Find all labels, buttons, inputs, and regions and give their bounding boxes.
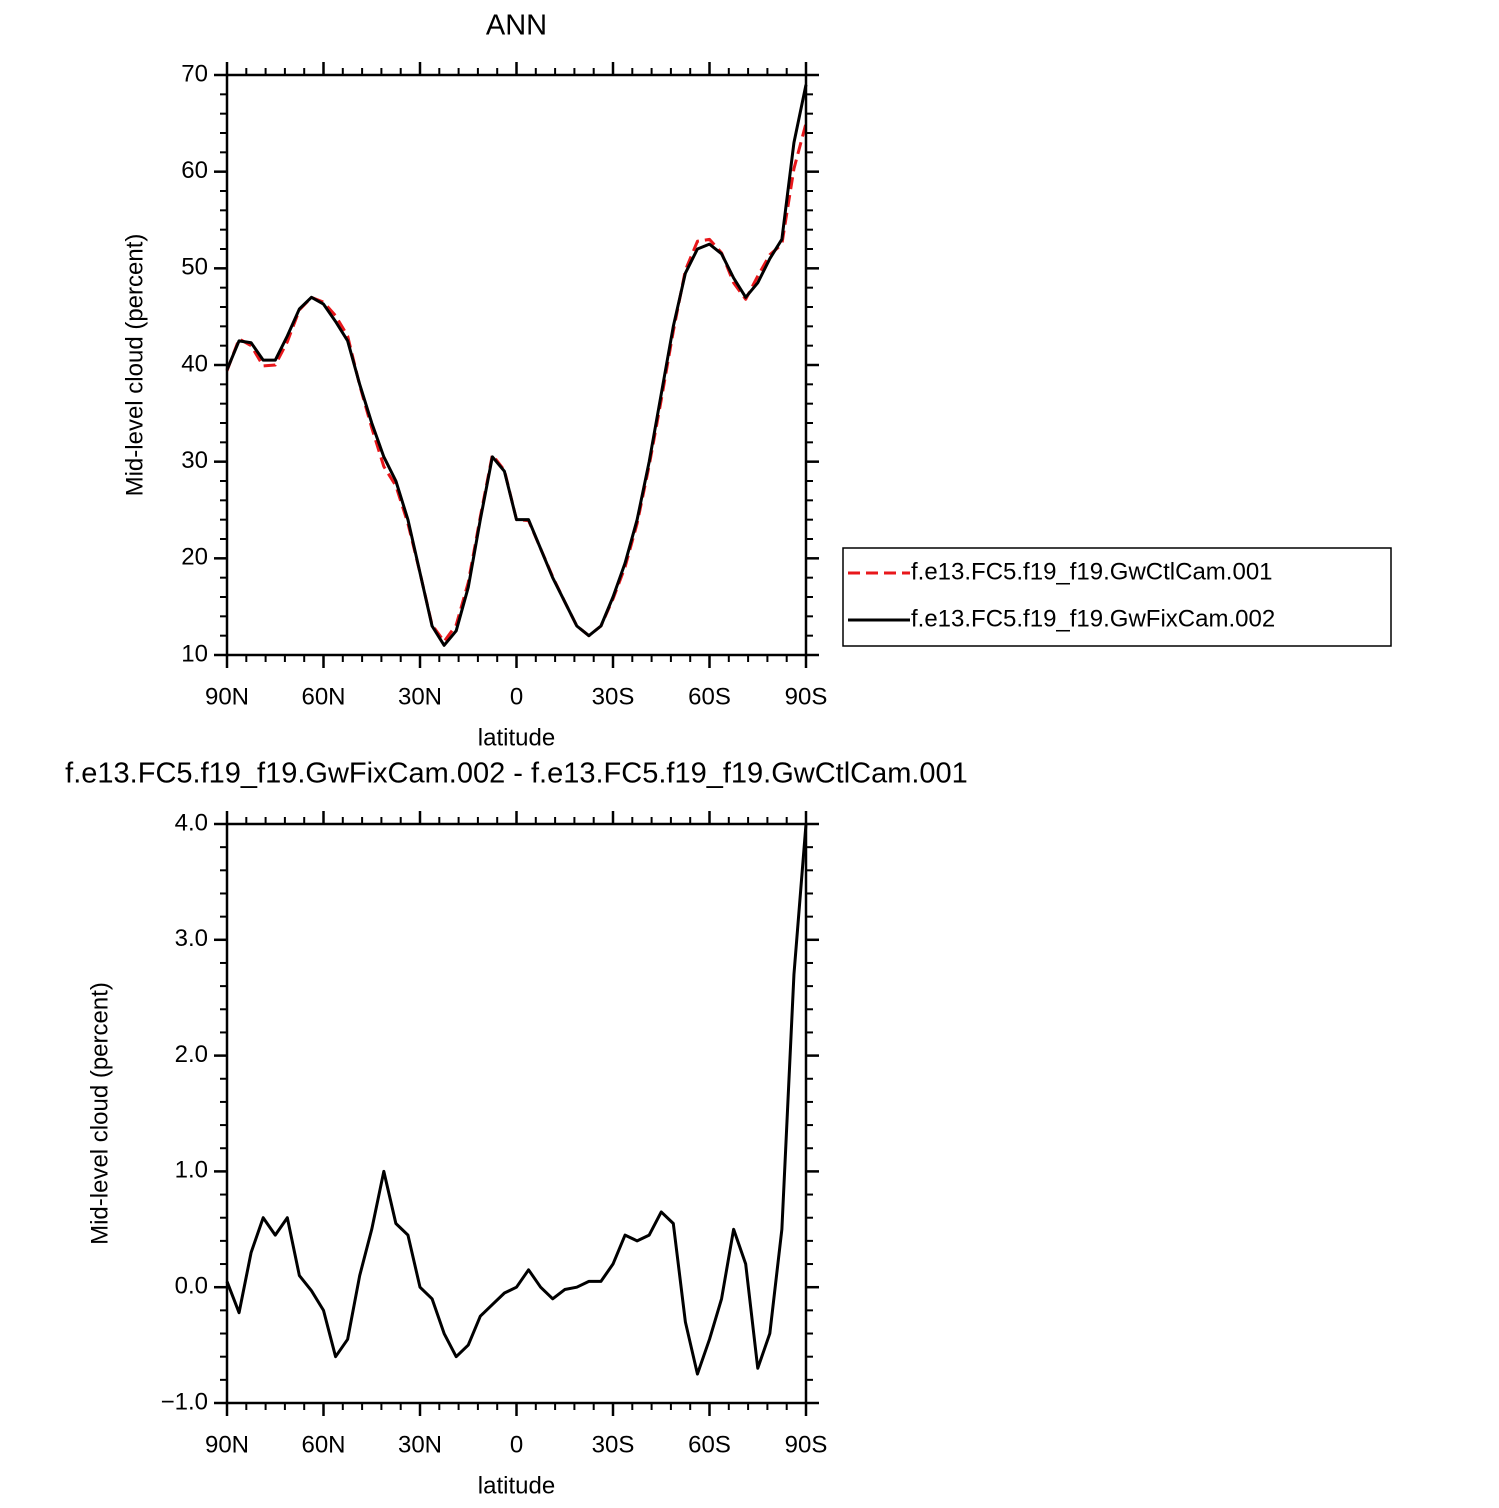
x-tick-label: 30S <box>592 683 635 710</box>
y-tick-label: 50 <box>181 254 208 281</box>
y-tick-label: 4.0 <box>175 809 208 836</box>
data-line <box>225 122 808 643</box>
x-axis-label: latitude <box>478 724 555 751</box>
legend-label: f.e13.FC5.f19_f19.GwCtlCam.001 <box>911 558 1273 585</box>
y-tick-label: 0.0 <box>175 1273 208 1300</box>
x-tick-label: 90N <box>205 683 249 710</box>
y-tick-label: 20 <box>181 544 208 571</box>
plot-frame <box>225 822 808 1405</box>
x-tick-label: 30N <box>398 1431 442 1458</box>
x-tick-label: 90N <box>205 1431 249 1458</box>
x-tick-label: 60N <box>301 683 345 710</box>
y-tick-label: 3.0 <box>175 925 208 952</box>
y-tick-label: 1.0 <box>175 1157 208 1184</box>
x-tick-label: 0 <box>510 1431 523 1458</box>
x-tick-label: 60S <box>688 1431 731 1458</box>
x-tick-label: 90S <box>785 1431 828 1458</box>
x-tick-label: 60N <box>301 1431 345 1458</box>
chart-title: ANN <box>486 10 547 42</box>
y-tick-label: −1.0 <box>161 1388 208 1415</box>
y-tick-label: 40 <box>181 350 208 377</box>
x-tick-label: 90S <box>785 683 828 710</box>
y-tick-label: 10 <box>181 640 208 667</box>
y-tick-label: 2.0 <box>175 1041 208 1068</box>
y-axis-label: Mid-level cloud (percent) <box>121 234 148 497</box>
x-tick-label: 60S <box>688 683 731 710</box>
data-line <box>225 823 808 1376</box>
x-tick-label: 30N <box>398 683 442 710</box>
x-axis-label: latitude <box>478 1472 555 1499</box>
plot-frame <box>225 73 808 657</box>
x-tick-label: 0 <box>510 683 523 710</box>
x-tick-label: 30S <box>592 1431 635 1458</box>
chart-title: f.e13.FC5.f19_f19.GwFixCam.002 - f.e13.F… <box>65 758 968 790</box>
data-line <box>225 84 808 647</box>
y-tick-label: 30 <box>181 447 208 474</box>
y-axis-label: Mid-level cloud (percent) <box>86 982 113 1245</box>
y-tick-label: 70 <box>181 60 208 87</box>
legend-box <box>842 547 1392 647</box>
y-tick-label: 60 <box>181 157 208 184</box>
legend-label: f.e13.FC5.f19_f19.GwFixCam.002 <box>911 605 1275 632</box>
